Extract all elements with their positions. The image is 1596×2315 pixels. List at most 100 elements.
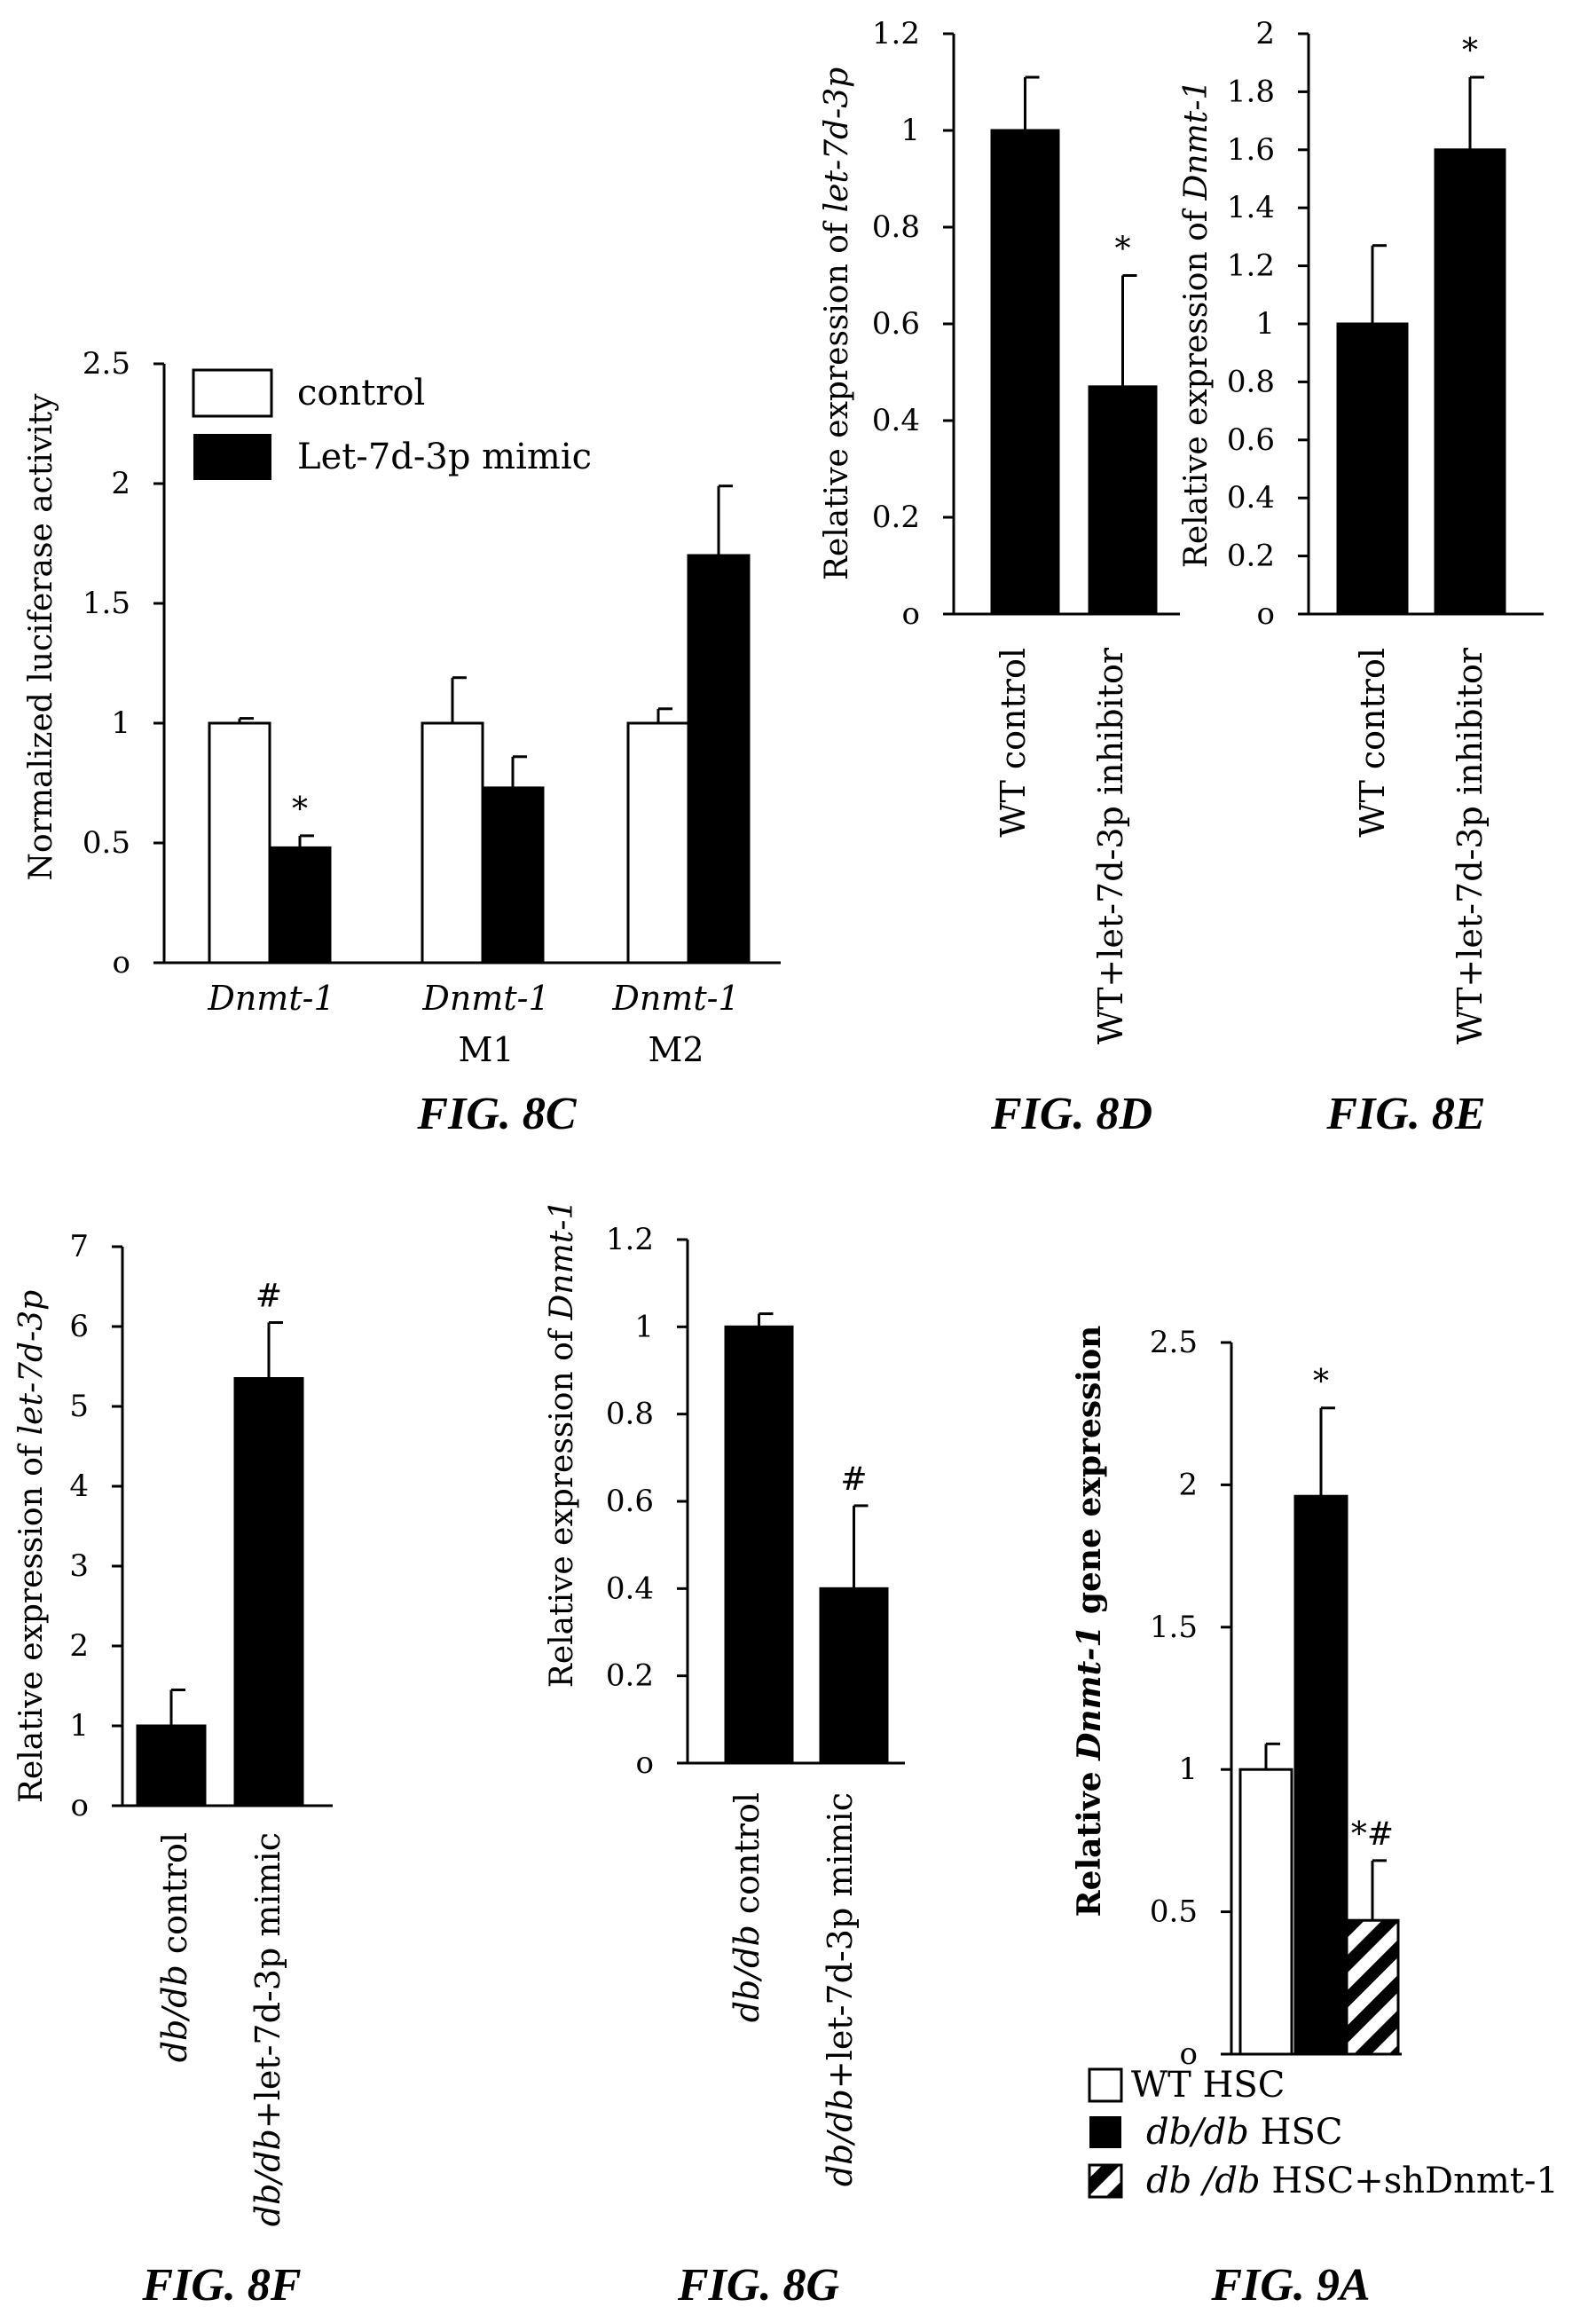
y-tick-label: 2 <box>111 466 130 501</box>
y-tick-label: 1.6 <box>1227 132 1275 168</box>
fig-9a-ylabel: Relative Dnmt-1 gene expression <box>1071 1326 1108 1917</box>
legend-label-dbdb-hsc: db/db HSC <box>1146 2112 1343 2153</box>
y-tick-label: 0.2 <box>872 500 920 535</box>
y-tick-label: 0.8 <box>1227 364 1275 399</box>
fig-9a-bars: * *# <box>1238 1364 1400 2056</box>
significance-mark: # <box>256 1279 282 1315</box>
y-tick-label: 1.2 <box>1227 248 1275 284</box>
bar <box>626 721 690 965</box>
y-tick-label: 0.5 <box>1150 1894 1198 1930</box>
fig-8d-bars: * <box>990 75 1158 616</box>
fig-8d-caption: FIG. 8D <box>990 1089 1152 1139</box>
y-tick-label: o <box>636 1745 654 1781</box>
fig-8c-bars: * <box>208 484 751 965</box>
fig-8c-cat2-line1: Dnmt-1 <box>421 979 549 1018</box>
fig-8c-category-labels: Dnmt-1 Dnmt-1 M1 Dnmt-1 M2 <box>207 979 739 1069</box>
y-tick-label: 0.6 <box>606 1484 654 1519</box>
bar <box>1088 385 1158 616</box>
y-tick-label: 1 <box>634 1309 654 1344</box>
y-tick-label: 7 <box>69 1229 89 1264</box>
y-tick-label: 1 <box>1255 306 1275 342</box>
bar <box>208 721 271 965</box>
significance-mark: * <box>1313 1364 1329 1400</box>
bar <box>481 786 545 965</box>
fig-8f-xlabel-2: db/db+let-7d-3p mimic <box>248 1832 287 2226</box>
fig-8f-y-ticks: o 1 2 3 4 5 6 7 <box>69 1229 122 1823</box>
y-tick-label: 1.5 <box>1150 1610 1198 1645</box>
bar <box>1336 322 1409 616</box>
y-tick-label: 1 <box>111 705 130 741</box>
y-tick-label: 2 <box>1255 16 1275 51</box>
y-tick-label: 2.5 <box>1150 1325 1198 1360</box>
significance-mark: * <box>292 791 308 828</box>
fig-8g-ylabel: Relative expression of Dnmt-1 <box>544 1200 580 1689</box>
significance-mark: # <box>840 1461 867 1498</box>
fig-8c-caption: FIG. 8C <box>416 1089 577 1139</box>
y-tick-label: 4 <box>69 1469 89 1504</box>
fig-8g-bars: # <box>724 1312 889 1765</box>
chart-fig-9a: Relative Dnmt-1 gene expression o 0.5 1 1.5… <box>1071 1325 1559 2311</box>
fig-8e-ylabel: Relative expression of Dnmt-1 <box>1178 80 1215 569</box>
fig-8c-cat3-line1: Dnmt-1 <box>611 979 739 1018</box>
bar <box>136 1724 207 1807</box>
legend-swatch-mimic <box>193 434 271 480</box>
y-tick-label: 0.4 <box>1227 480 1275 516</box>
y-tick-label: o <box>71 1788 89 1823</box>
bar <box>1345 1918 1400 2056</box>
legend-label-dbdb-shdnmt: db /db HSC+shDnmt-1 <box>1146 2161 1559 2201</box>
y-tick-label: 1 <box>1178 1752 1198 1787</box>
y-tick-label: 0.5 <box>83 825 130 861</box>
significance-mark: *# <box>1351 1816 1394 1853</box>
y-tick-label: 1.4 <box>1227 190 1275 225</box>
y-tick-label: 0.2 <box>606 1658 654 1694</box>
fig-8d-xlabel-2: WT+let-7d-3p inhibitor <box>1091 647 1130 1044</box>
bar <box>990 129 1060 616</box>
y-tick-label: o <box>1180 2036 1198 2072</box>
fig-9a-legend: WT HSC db/db HSC db /db HSC+shDnmt-1 <box>1088 2065 1559 2201</box>
legend-label-wt-hsc: WT HSC <box>1131 2065 1285 2106</box>
bar <box>233 1377 304 1807</box>
legend-swatch-dbdb-hsc <box>1089 2116 1121 2148</box>
y-tick-label: 2.5 <box>83 346 130 382</box>
fig-8c-cat1-line1: Dnmt-1 <box>207 979 334 1018</box>
y-tick-label: 0.4 <box>872 403 920 438</box>
fig-8f-xlabel-1: db/db control <box>155 1832 194 2062</box>
y-tick-label: o <box>1257 596 1275 632</box>
bar <box>268 846 332 965</box>
fig-8e-caption: FIG. 8E <box>1325 1089 1485 1139</box>
y-tick-label: 0.4 <box>606 1571 654 1606</box>
fig-8g-y-ticks: o 0.2 0.4 0.6 0.8 1 1.2 <box>606 1222 688 1781</box>
fig-8c-cat3-line2: M2 <box>648 1030 704 1069</box>
bar <box>819 1587 889 1765</box>
fig-8c-y-ticks: o 0.5 1 1.5 2 2.5 <box>83 346 164 980</box>
significance-mark: * <box>1115 232 1131 268</box>
legend-swatch-wt-hsc <box>1088 2067 1123 2103</box>
y-tick-label: 6 <box>69 1309 89 1344</box>
y-tick-label: 1.8 <box>1227 74 1275 109</box>
bar <box>1293 1494 1348 2056</box>
chart-fig-8e: Relative expression of Dnmt-1 o 0.2 0.4 0.6… <box>1178 16 1544 1139</box>
legend-swatch-control <box>192 368 273 418</box>
y-tick-label: o <box>113 945 130 980</box>
bar <box>687 554 751 965</box>
y-tick-label: 1.2 <box>872 16 920 51</box>
fig-9a-y-ticks: o 0.5 1 1.5 2 2.5 <box>1150 1325 1231 2072</box>
legend-label-mimic: Let-7d-3p mimic <box>297 437 592 477</box>
y-tick-label: 0.6 <box>872 306 920 342</box>
bar <box>1434 148 1506 616</box>
legend-swatch-dbdb-shdnmt <box>1088 2163 1123 2199</box>
chart-fig-8c: Normalized luciferase activity o 0.5 1 1.5 2… <box>23 346 781 1139</box>
fig-8c-cat2-line2: M1 <box>458 1030 514 1069</box>
fig-8g-xlabel-1: db/db control <box>727 1792 767 2022</box>
legend-label-control: control <box>297 373 425 413</box>
significance-mark: * <box>1462 33 1478 69</box>
fig-8e-y-ticks: o 0.2 0.4 0.6 0.8 1 1.2 1.4 1.6 1.8 2 <box>1227 16 1309 632</box>
fig-8f-caption: FIG. 8F <box>141 2260 301 2311</box>
y-tick-label: 1.2 <box>606 1222 654 1257</box>
bar <box>1238 1768 1293 2056</box>
fig-9a-caption: FIG. 9A <box>1210 2260 1370 2311</box>
y-tick-label: 5 <box>69 1389 89 1424</box>
fig-8f-bars: # <box>136 1279 304 1807</box>
fig-8f-ylabel: Relative expression of let-7d-3p <box>13 1290 50 1803</box>
